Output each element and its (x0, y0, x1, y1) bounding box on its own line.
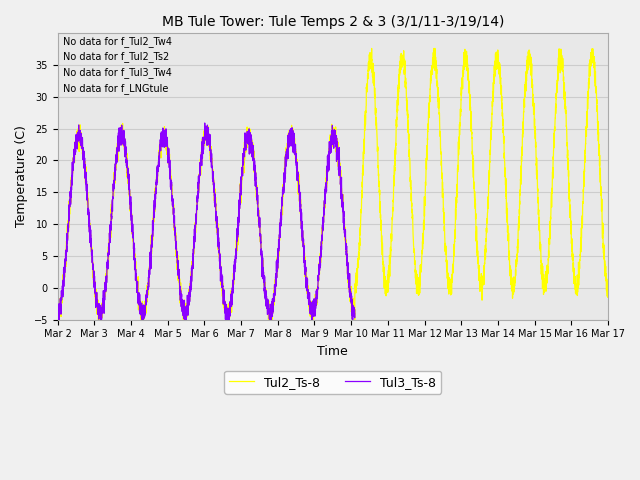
Title: MB Tule Tower: Tule Temps 2 & 3 (3/1/11-3/19/14): MB Tule Tower: Tule Temps 2 & 3 (3/1/11-… (162, 15, 504, 29)
Tul2_Ts-8 (54, 316, 61, 322)
Tul3_Ts-8 (264, 301, 272, 307)
Tul2_Ts-8 (506, 272, 514, 278)
Tul3_Ts-8 (154, 163, 161, 169)
Text: No data for f_Tul2_Tw4: No data for f_Tul2_Tw4 (63, 36, 172, 47)
Line: Tul3_Ts-8: Tul3_Ts-8 (58, 123, 355, 320)
Tul2_Ts-8 (54, 317, 62, 323)
Tul2_Ts-8 (154, 164, 161, 170)
Tul3_Ts-8 (54, 309, 61, 315)
Text: No data for f_LNGtule: No data for f_LNGtule (63, 83, 168, 94)
Tul2_Ts-8 (412, 280, 419, 286)
Tul2_Ts-8 (264, 309, 272, 315)
X-axis label: Time: Time (317, 345, 348, 358)
Tul2_Ts-8 (431, 46, 439, 51)
Y-axis label: Temperature (C): Temperature (C) (15, 125, 28, 228)
Text: No data for f_Tul2_Ts2: No data for f_Tul2_Ts2 (63, 51, 170, 62)
Line: Tul2_Ts-8: Tul2_Ts-8 (58, 48, 608, 320)
Tul2_Ts-8 (604, 292, 612, 298)
Text: No data for f_Tul3_Tw4: No data for f_Tul3_Tw4 (63, 67, 172, 78)
Tul2_Ts-8 (384, 289, 392, 295)
Tul2_Ts-8 (465, 76, 472, 82)
Legend: Tul2_Ts-8, Tul3_Ts-8: Tul2_Ts-8, Tul3_Ts-8 (225, 371, 442, 394)
